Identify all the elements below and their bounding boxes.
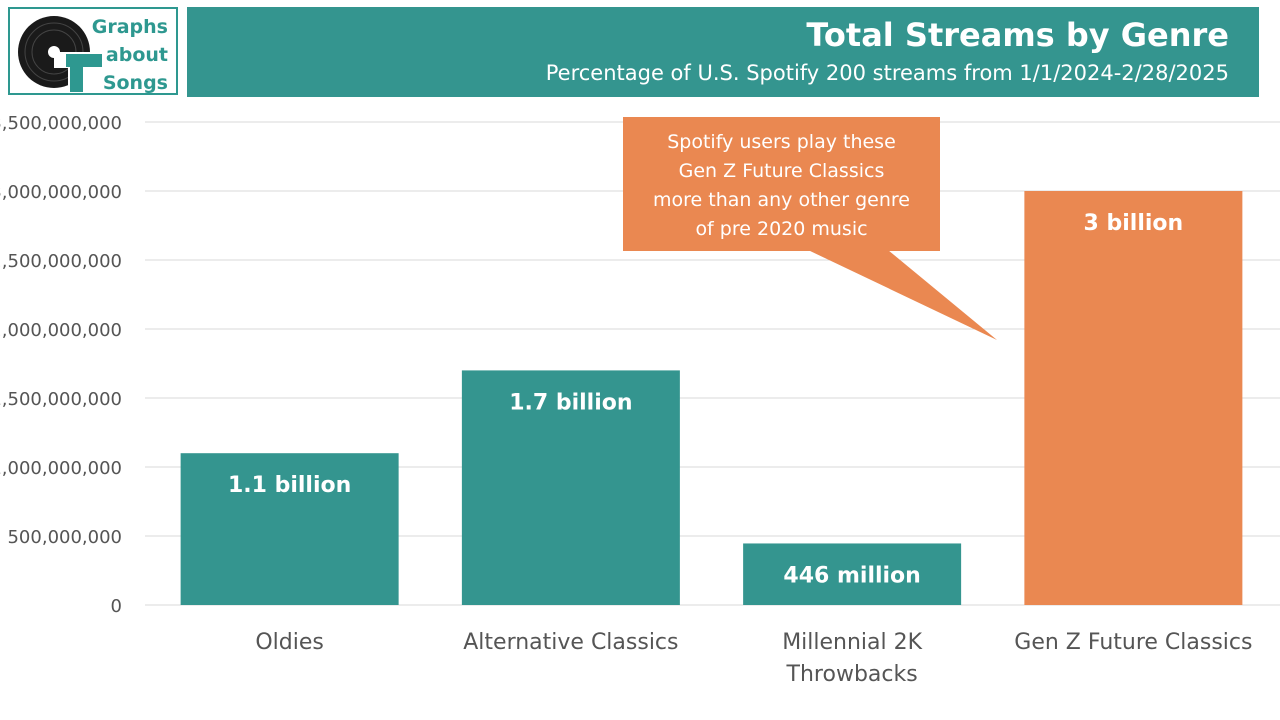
header-banner: Total Streams by Genre Percentage of U.S… [187,7,1259,97]
vinyl-record-icon [18,16,102,92]
chart-title: Total Streams by Genre [806,16,1229,54]
chart-subtitle: Percentage of U.S. Spotify 200 streams f… [545,61,1229,85]
data-label: 1.7 billion [509,390,632,415]
y-tick-label: 2,500,000,000 [0,251,122,272]
logo: Graphs about Songs [8,7,178,95]
y-tick-label: 3,000,000,000 [0,182,122,203]
callout-line: Gen Z Future Classics [678,160,885,182]
bar [743,543,962,605]
data-label: 3 billion [1084,211,1184,236]
x-tick-label: Throwbacks [786,662,918,687]
callout-line: Spotify users play these [667,131,896,153]
data-label: 446 million [783,563,920,588]
data-label: 1.1 billion [228,473,351,498]
x-tick-label: Oldies [255,630,324,655]
callout-line: of pre 2020 music [695,218,868,240]
x-tick-label: Gen Z Future Classics [1014,630,1252,655]
y-tick-label: 3,500,000,000 [0,113,122,134]
y-tick-label: 0 [111,596,122,617]
annotation-callout: Spotify users play these Gen Z Future Cl… [623,117,940,251]
x-tick-label: Alternative Classics [463,630,678,655]
y-tick-label: 1,500,000,000 [0,389,122,410]
x-tick-label: Millennial 2K [782,630,922,655]
logo-line: Graphs [91,16,168,38]
bar [1024,191,1243,605]
bar [180,453,399,605]
logo-line: Songs [102,72,168,94]
y-tick-label: 500,000,000 [7,527,122,548]
y-tick-label: 2,000,000,000 [0,320,122,341]
logo-line: about [105,44,168,66]
y-tick-label: 1,000,000,000 [0,458,122,479]
callout-line: more than any other genre [653,189,910,211]
logo-wordmark: Graphs about Songs [92,13,168,97]
bar [461,370,680,605]
